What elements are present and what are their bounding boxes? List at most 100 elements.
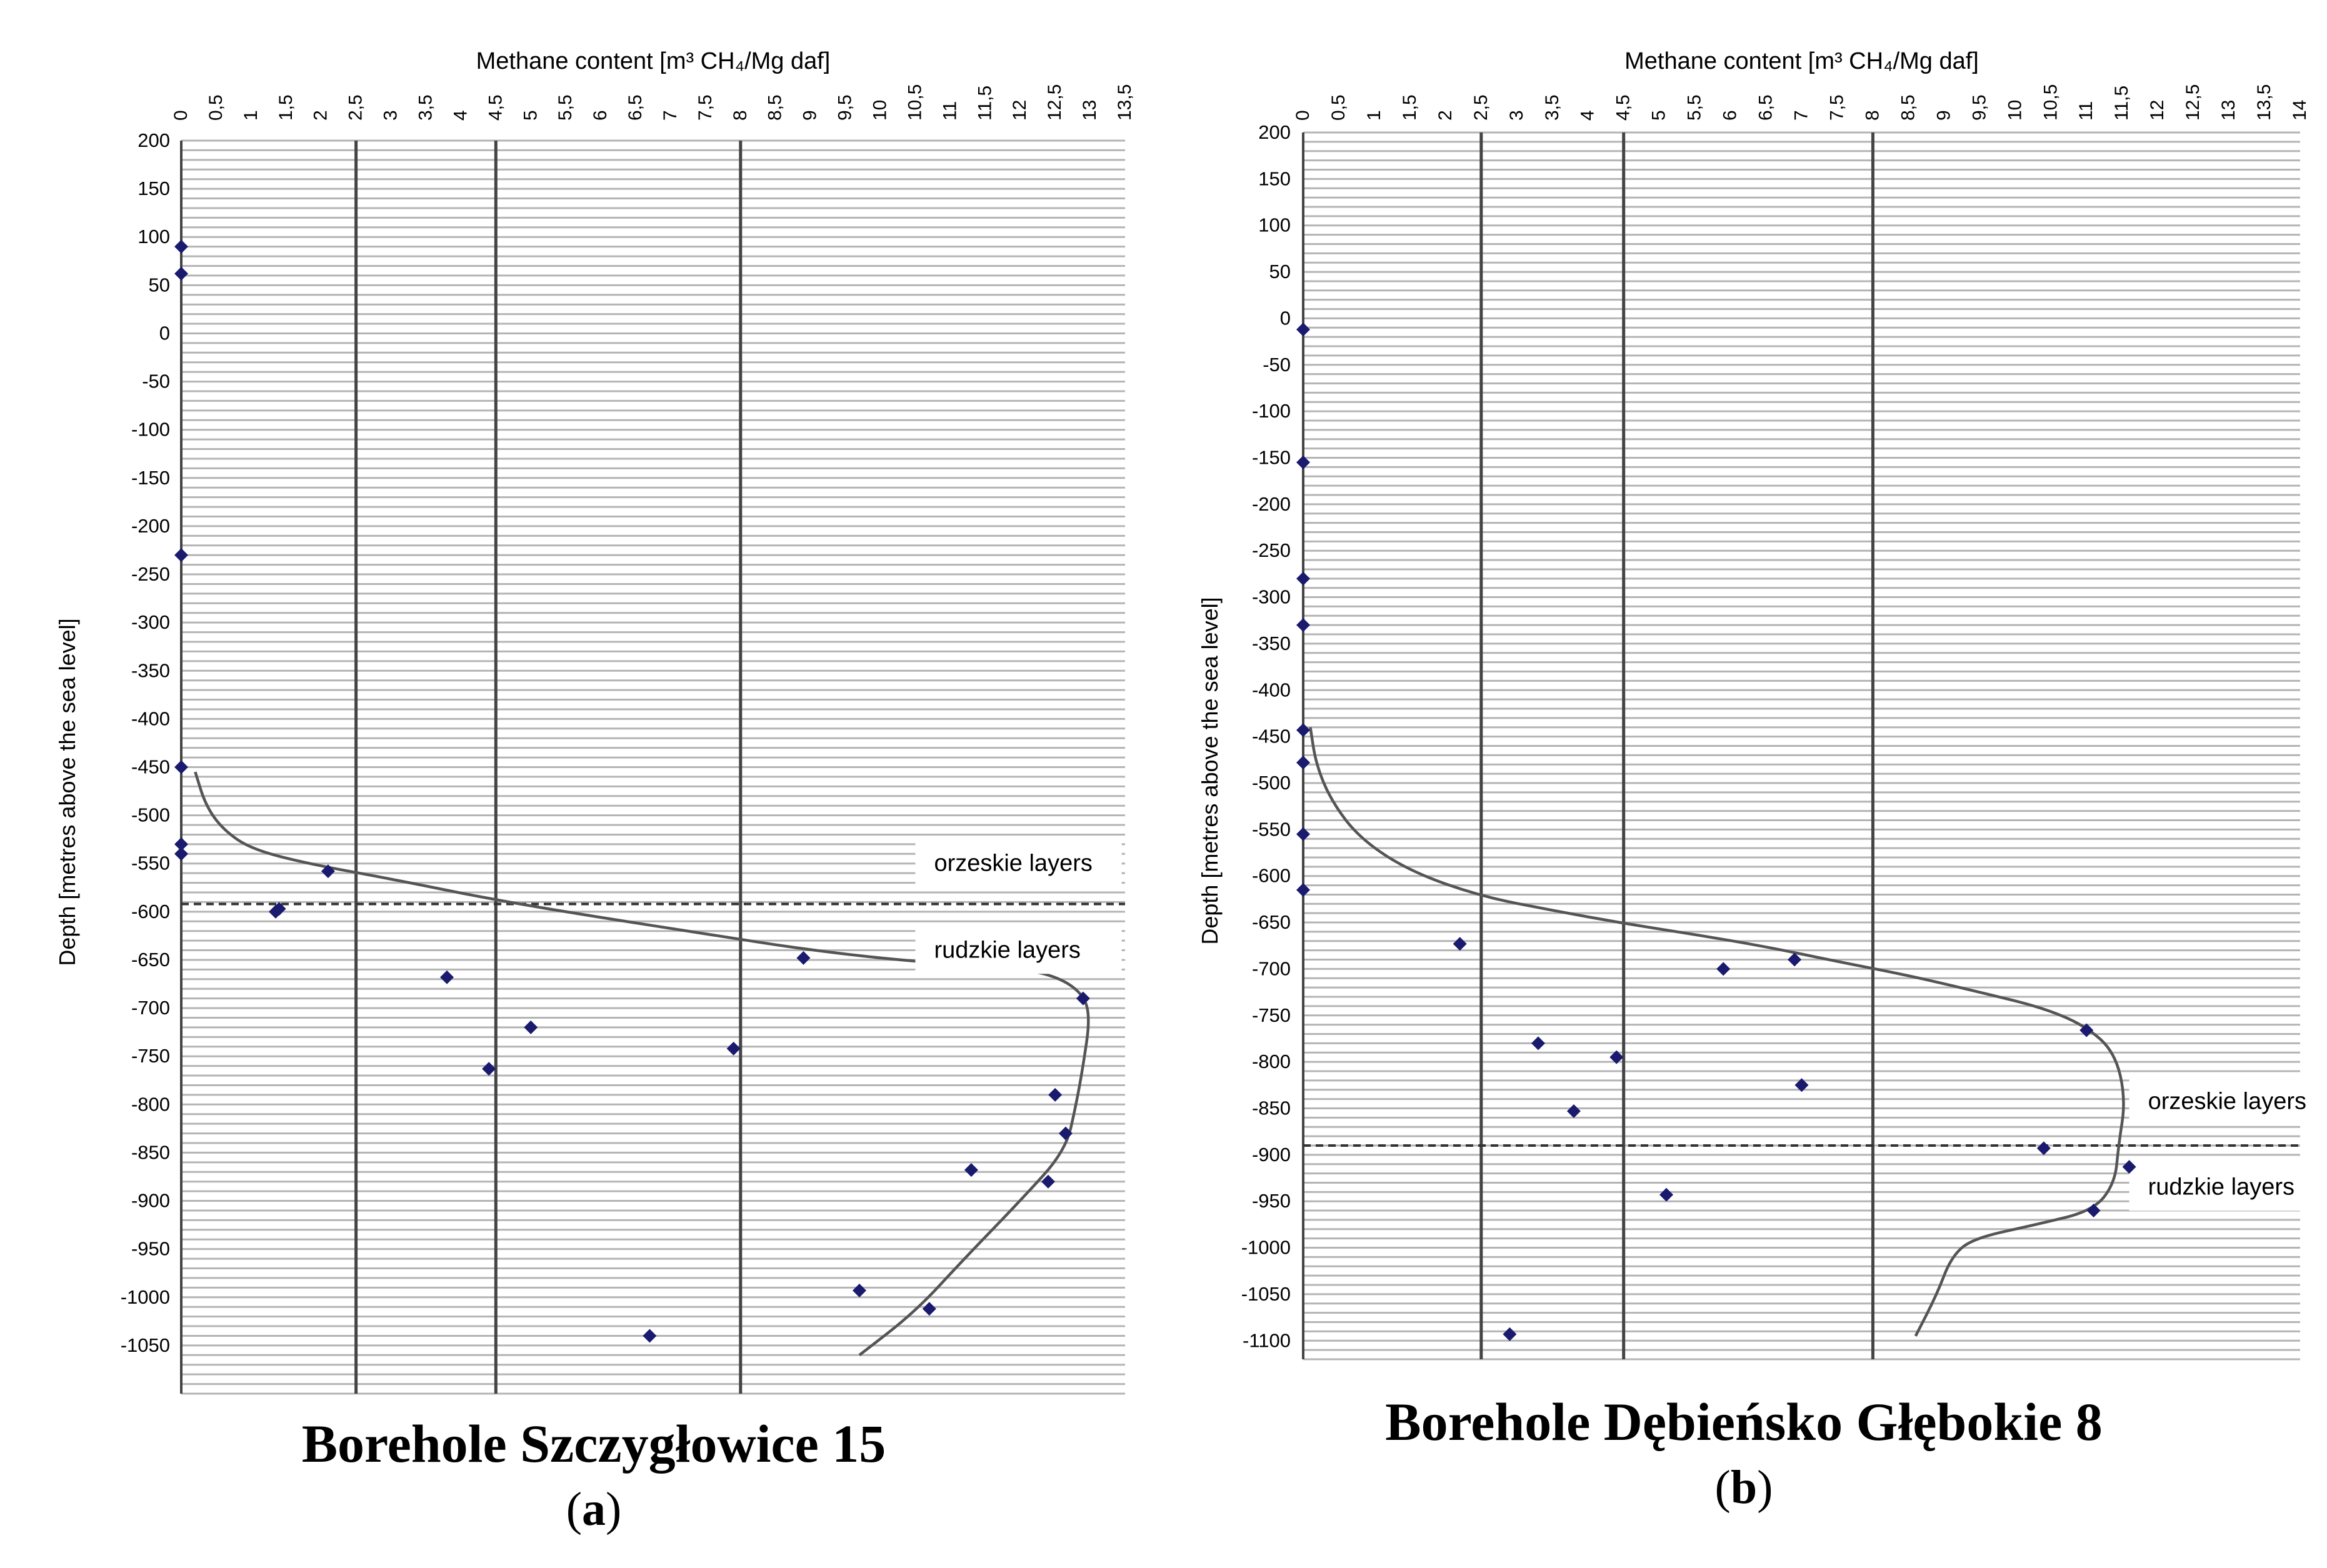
x-tick-label: 10,5 [2040, 84, 2061, 121]
x-tick-label: 5,5 [555, 94, 576, 121]
data-point [482, 1062, 496, 1076]
data-point [1076, 991, 1090, 1006]
data-point [524, 1020, 538, 1034]
y-tick-label: 100 [1258, 214, 1291, 236]
data-point [174, 548, 188, 562]
y-tick-label: -300 [1252, 586, 1291, 608]
x-tick-label: 0 [171, 110, 191, 121]
data-point [922, 1302, 936, 1316]
x-tick-label: 2 [311, 110, 331, 121]
x-tick-label: 10 [870, 100, 891, 121]
panel-a-caption: Borehole Szczygłowice 15 (a) [219, 1412, 969, 1537]
y-tick-label: -1000 [1241, 1237, 1291, 1259]
x-tick-label: 1,5 [1399, 94, 1420, 121]
x-tick-label: 11 [2076, 101, 2096, 121]
x-tick-label: 12,5 [2183, 84, 2203, 121]
y-tick-label: -100 [131, 419, 170, 441]
panel-a-x-axis-title: Methane content [m³ CH₄/Mg daf] [476, 48, 831, 74]
y-tick-label: -400 [1252, 679, 1291, 701]
x-tick-label: 12,5 [1044, 84, 1065, 121]
y-tick-label: -350 [1252, 632, 1291, 654]
y-tick-label: -600 [131, 901, 170, 922]
y-tick-label: 150 [1258, 167, 1291, 189]
data-point [1296, 827, 1310, 841]
y-tick-label: -450 [1252, 726, 1291, 747]
panel-b-trend-curve [1309, 727, 2125, 1337]
data-point [2079, 1023, 2094, 1037]
y-tick-label: 100 [138, 226, 170, 247]
panel-b-chart: 0 0,5 1 1,5 2 2,5 3 3,5 4 4,5 5 5,5 6 6,5 7 7,5 8 8,5 9 9,5… [1197, 48, 2327, 1361]
y-tick-label: -850 [1252, 1097, 1291, 1119]
data-point [1453, 937, 1467, 951]
y-tick-label: 0 [159, 322, 170, 344]
y-tick-label: -950 [131, 1238, 170, 1260]
data-point [1296, 756, 1310, 770]
data-point [440, 970, 454, 984]
y-tick-label: -700 [131, 997, 170, 1019]
y-tick-label: -600 [1252, 865, 1291, 887]
data-point [1296, 455, 1310, 469]
data-point [796, 951, 811, 965]
y-tick-label: -850 [131, 1141, 170, 1163]
data-point [964, 1163, 978, 1177]
y-tick-label: -900 [1252, 1144, 1291, 1166]
data-point [174, 847, 188, 861]
panel-b-y-axis-title: Depth [metres above the sea level] [1197, 597, 1223, 944]
panel-a-annotations: orzeskie layers rudzkie layers [915, 837, 1122, 974]
y-tick-label: -700 [1252, 957, 1291, 979]
data-point [1788, 952, 1802, 967]
data-point [1659, 1187, 1674, 1202]
panel-b-caption-label: b [1730, 1461, 1758, 1514]
x-tick-label: 14 [2289, 100, 2310, 121]
y-tick-label: -250 [131, 563, 170, 585]
x-tick-label: 3,5 [415, 94, 436, 121]
y-tick-label: -650 [131, 949, 170, 971]
y-tick-label: -250 [1252, 539, 1291, 561]
x-tick-label: 7,5 [1826, 94, 1847, 121]
data-point [174, 760, 188, 774]
annotation-box [915, 837, 1122, 887]
annotation-label: orzeskie layers [2148, 1089, 2306, 1115]
data-point [174, 837, 188, 851]
x-tick-label: 8,5 [1898, 94, 1918, 121]
x-tick-label: 9 [800, 110, 821, 121]
data-point [1794, 1078, 1809, 1092]
y-tick-label: 0 [1280, 307, 1291, 329]
panel-b-x-axis-title: Methane content [m³ CH₄/Mg daf] [1624, 48, 1979, 74]
x-tick-label: 12 [2147, 100, 2168, 121]
data-point [174, 239, 188, 254]
data-point [1296, 723, 1310, 737]
data-point [1716, 962, 1731, 976]
y-tick-label: -1050 [1241, 1283, 1291, 1305]
data-point [1296, 571, 1310, 586]
data-point [643, 1329, 657, 1343]
annotation-box [2129, 1161, 2327, 1211]
panel-a-y-axis-title: Depth [metres above the sea level] [54, 618, 80, 966]
x-tick-label: 8 [730, 110, 751, 121]
panel-a-x-tick-labels: 0 0,5 1 1,5 2 2,5 3 3,5 4 4,5 5 5,5 6 6,5 7 7,5 8 8,5 9 9,5… [171, 84, 1135, 121]
data-point [1296, 322, 1310, 337]
data-point [1609, 1050, 1624, 1064]
data-point [174, 266, 188, 281]
y-tick-label: -400 [131, 707, 170, 729]
data-point [1041, 1174, 1055, 1189]
x-tick-label: 13 [1079, 100, 1100, 121]
x-tick-label: 5,5 [1684, 94, 1705, 121]
x-tick-label: 7 [660, 110, 681, 121]
data-point [1566, 1104, 1581, 1118]
panel-b-x-tick-labels: 0 0,5 1 1,5 2 2,5 3 3,5 4 4,5 5 5,5 6 6,5 7 7,5 8 8,5 9 9,5… [1293, 84, 2310, 121]
x-tick-label: 1 [241, 110, 261, 121]
x-tick-label: 5 [1649, 110, 1669, 121]
y-tick-label: -500 [1252, 772, 1291, 794]
data-point [726, 1041, 741, 1056]
panel-a-y-tick-labels: 200 150 100 50 0 -50 -100 -150 -200 -250 -300 -350 -… [121, 129, 170, 1356]
x-tick-label: 8,5 [765, 94, 786, 121]
y-tick-label: -750 [1252, 1004, 1291, 1026]
x-tick-label: 11,5 [2111, 86, 2132, 121]
y-tick-label: -350 [131, 659, 170, 681]
y-tick-label: -1000 [121, 1286, 170, 1308]
data-point [1048, 1087, 1063, 1102]
y-tick-label: 200 [1258, 121, 1291, 143]
data-point [321, 864, 335, 879]
panel-a-trend-curve [194, 771, 1090, 1357]
